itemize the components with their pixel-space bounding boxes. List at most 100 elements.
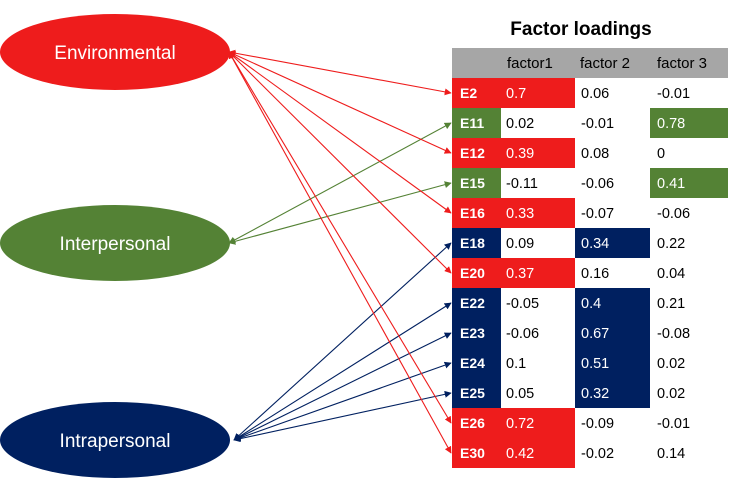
- factor-label-interpersonal: Interpersonal: [60, 234, 171, 255]
- factor-nodes: Environmental Interpersonal Intrapersona…: [0, 14, 230, 478]
- arrow-environmental-e16: [228, 51, 452, 214]
- loading-value-e22-col1: -0.05: [506, 296, 539, 312]
- highlight-cell-e24-col2: [575, 348, 650, 378]
- loading-value-e20-col2: 0.16: [581, 266, 609, 282]
- highlight-cell-e16-col1: [501, 198, 575, 228]
- row-label-cell-e16: [452, 198, 501, 228]
- loading-value-e12-col1: 0.39: [506, 146, 534, 162]
- row-label-cell-e2: [452, 78, 501, 108]
- row-label-cell-e15: [452, 168, 501, 198]
- arrow-interpersonal-e11: [228, 122, 452, 244]
- highlight-cell-e20-col1: [501, 258, 575, 288]
- row-label-e15: E15: [460, 175, 485, 191]
- factor-label-environmental: Environmental: [54, 43, 175, 64]
- loading-value-e12-col2: 0.08: [581, 146, 609, 162]
- row-label-e18: E18: [460, 235, 485, 251]
- row-label-e26: E26: [460, 415, 485, 431]
- header-factor3: factor 3: [657, 55, 707, 72]
- loading-value-e20-col3: 0.04: [657, 266, 685, 282]
- row-label-e25: E25: [460, 385, 485, 401]
- row-label-e2: E2: [460, 85, 477, 101]
- arrow-interpersonal-e15: [228, 181, 452, 245]
- factor-ellipse-environmental: [0, 14, 230, 90]
- arrow-environmental-e26: [228, 51, 452, 424]
- highlight-cell-e2-col1: [501, 78, 575, 108]
- factor-node-interpersonal: Interpersonal: [0, 205, 230, 281]
- highlight-cell-e12-col1: [501, 138, 575, 168]
- loading-value-e15-col1: -0.11: [506, 176, 538, 192]
- loading-value-e25-col1: 0.05: [506, 386, 534, 402]
- loading-value-e25-col2: 0.32: [581, 386, 609, 402]
- loading-value-e12-col3: 0: [657, 146, 665, 162]
- loading-value-e2-col3: -0.01: [657, 86, 690, 102]
- loading-value-e18-col2: 0.34: [581, 236, 609, 252]
- arrow-environmental-e12: [228, 51, 452, 154]
- arrow-environmental-e20: [228, 51, 452, 274]
- highlight-cell-e26-col1: [501, 408, 575, 438]
- loading-value-e11-col3: 0.78: [657, 116, 685, 132]
- table-header: factor1 factor 2 factor 3: [452, 48, 728, 78]
- row-label-cell-e26: [452, 408, 501, 438]
- loading-value-e22-col2: 0.4: [581, 296, 601, 312]
- row-label-e22: E22: [460, 295, 485, 311]
- arrow-intrapersonal-e23: [233, 332, 452, 441]
- row-label-cell-e23: [452, 318, 501, 348]
- row-label-cell-e22: [452, 288, 501, 318]
- loading-value-e26-col2: -0.09: [581, 416, 614, 432]
- loading-value-e24-col1: 0.1: [506, 356, 526, 372]
- highlight-cell-e15-col3: [650, 168, 728, 198]
- loading-value-e16-col3: -0.06: [657, 206, 690, 222]
- arrow-intrapersonal-e25: [233, 390, 452, 443]
- loading-value-e16-col1: 0.33: [506, 206, 534, 222]
- loading-value-e15-col2: -0.06: [581, 176, 614, 192]
- arrows-layer: [228, 49, 452, 454]
- loading-value-e2-col1: 0.7: [506, 86, 526, 102]
- loading-value-e2-col2: 0.06: [581, 86, 609, 102]
- loading-value-e18-col3: 0.22: [657, 236, 685, 252]
- row-label-cell-e25: [452, 378, 501, 408]
- highlight-cell-e30-col1: [501, 438, 575, 468]
- row-label-cell-e11: [452, 108, 501, 138]
- row-label-e24: E24: [460, 355, 485, 371]
- table-title: Factor loadings: [510, 19, 651, 40]
- factor-node-intrapersonal: Intrapersonal: [0, 402, 230, 478]
- row-label-e20: E20: [460, 265, 485, 281]
- loading-value-e24-col3: 0.02: [657, 356, 685, 372]
- loading-value-e23-col3: -0.08: [657, 326, 690, 342]
- loading-value-e11-col1: 0.02: [506, 116, 534, 132]
- factor-label-intrapersonal: Intrapersonal: [60, 431, 171, 452]
- row-label-cell-e24: [452, 348, 501, 378]
- table-body: E2 0.7 0.06 -0.01 E11 0.02 -0.01 0.78 E12 0.39 0.0…: [452, 78, 728, 468]
- loading-value-e15-col3: 0.41: [657, 176, 685, 192]
- loading-value-e18-col1: 0.09: [506, 236, 534, 252]
- highlight-cell-e22-col2: [575, 288, 650, 318]
- header-factor1: factor1: [507, 55, 553, 72]
- loading-value-e23-col2: 0.67: [581, 326, 609, 342]
- loading-value-e16-col2: -0.07: [581, 206, 614, 222]
- loading-value-e26-col3: -0.01: [657, 416, 690, 432]
- row-label-e30: E30: [460, 445, 485, 461]
- highlight-cell-e25-col2: [575, 378, 650, 408]
- row-label-e12: E12: [460, 145, 485, 161]
- arrow-environmental-e2: [228, 49, 452, 96]
- header-factor2: factor 2: [580, 55, 630, 72]
- header-background: [452, 48, 728, 78]
- arrow-intrapersonal-e22: [233, 302, 452, 441]
- highlight-cell-e23-col2: [575, 318, 650, 348]
- loading-value-e30-col3: 0.14: [657, 446, 685, 462]
- arrow-environmental-e30: [228, 51, 452, 454]
- row-label-cell-e20: [452, 258, 501, 288]
- loading-value-e24-col2: 0.51: [581, 356, 609, 372]
- factor-node-environmental: Environmental: [0, 14, 230, 90]
- row-label-e23: E23: [460, 325, 485, 341]
- highlight-cell-e11-col3: [650, 108, 728, 138]
- factor-ellipse-intrapersonal: [0, 402, 230, 478]
- loading-value-e25-col3: 0.02: [657, 386, 685, 402]
- row-label-cell-e18: [452, 228, 501, 258]
- row-label-e16: E16: [460, 205, 485, 221]
- loading-value-e20-col1: 0.37: [506, 266, 534, 282]
- loading-value-e30-col2: -0.02: [581, 446, 614, 462]
- loading-value-e26-col1: 0.72: [506, 416, 534, 432]
- highlight-cell-e18-col2: [575, 228, 650, 258]
